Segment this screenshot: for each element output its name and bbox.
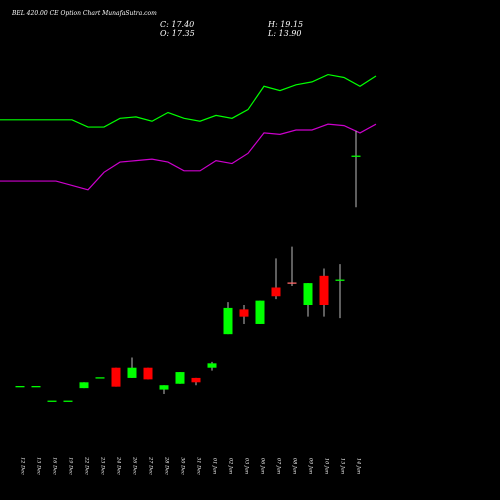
candle [191,377,201,386]
x-tick-label: 19 Dec [68,457,74,475]
open-value: O: 17.35 [160,29,195,38]
candle-body [207,363,217,368]
candle [255,300,265,324]
low-value: L: 13.90 [268,29,302,38]
candle [319,268,329,317]
x-tick-label: 30 Dec [180,457,186,475]
band-line-2 [0,123,377,191]
candle [303,283,313,317]
chart-title: BEL 420.00 CE Option Chart MunafaSutra.c… [12,10,157,17]
x-tick-label: 09 Jan [308,458,314,474]
close-value: C: 17.40 [160,20,195,29]
candle-body [143,367,153,380]
x-tick-label: 13 Dec [36,457,42,475]
x-tick-label: 03 Jan [244,458,250,474]
candle-body [127,367,137,378]
candle [335,264,345,319]
candle-body [303,283,313,305]
candle [239,305,249,324]
candle [271,258,281,300]
x-tick-label: 27 Dec [148,456,154,475]
x-tick-label: 07 Jan [276,458,282,474]
x-tick-label: 31 Dec [196,457,202,475]
candle [175,372,185,384]
candle [143,367,153,380]
x-tick-label: 06 Jan [260,458,266,474]
x-tick-label: 14 Jan [356,458,362,474]
candle-body [319,275,329,305]
candles-layer [15,130,361,402]
candle-body [271,287,281,297]
x-tick-label: 08 Jan [292,458,298,474]
candle [207,361,217,371]
candle-body [191,377,201,383]
x-tick-label: 01 Jan [212,458,218,474]
x-tick-label: 02 Jan [228,458,234,474]
candle-body [255,300,265,324]
candle-body [159,385,169,390]
x-tick-label: 12 Dec [20,457,26,475]
candle [79,382,89,389]
x-tick-label: 10 Jan [324,458,330,474]
band-line-1 [0,73,377,128]
candle-body [111,367,121,387]
x-tick-label: 26 Dec [132,456,138,475]
x-tick-label: 23 Dec [100,456,106,475]
x-tick-label: 28 Dec [164,456,170,475]
x-tick-label: 13 Jan [340,458,346,474]
candle [351,130,361,208]
high-value: H: 19.15 [268,20,304,29]
x-axis-ticks: 12 Dec 13 Dec 16 Dec 19 Dec 22 Dec 23 Dec 24 D… [20,456,362,475]
candle-body [79,382,89,389]
x-tick-label: 24 Dec [116,456,122,475]
candle [127,357,137,378]
x-tick-label: 16 Dec [52,457,58,475]
x-tick-label: 22 Dec [84,456,90,475]
candle-body [223,307,233,335]
candle-body [239,309,249,317]
candle [287,246,297,287]
candle [159,385,169,394]
candle [223,302,233,335]
candle-body [175,372,185,384]
bands-layer [0,73,377,191]
candle [111,367,121,387]
